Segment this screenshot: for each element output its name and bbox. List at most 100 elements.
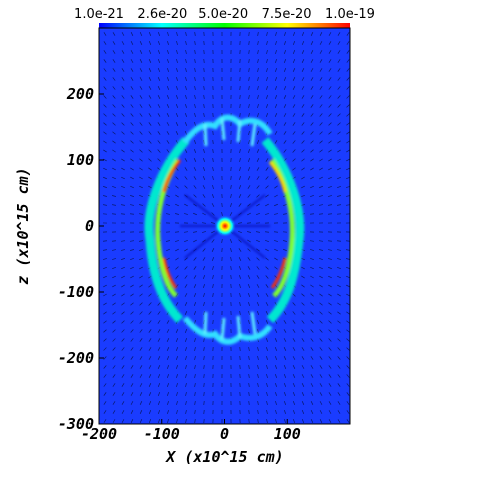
velocity-vector [337, 275, 341, 279]
velocity-vector [345, 204, 350, 206]
velocity-vector [328, 104, 332, 108]
velocity-vector [247, 212, 251, 216]
velocity-vector [274, 329, 278, 333]
velocity-vector [257, 103, 259, 109]
velocity-vector [292, 59, 296, 63]
velocity-vector [257, 382, 259, 388]
velocity-vector [346, 176, 350, 180]
velocity-vector [139, 347, 143, 351]
velocity-vector [310, 50, 314, 54]
velocity-vector [212, 265, 214, 271]
velocity-vector [193, 203, 197, 207]
velocity-vector [212, 175, 214, 181]
velocity-vector [112, 419, 116, 423]
velocity-vector [148, 50, 152, 54]
velocity-vector [166, 365, 170, 369]
velocity-vector [256, 130, 260, 136]
x-axis-ticks: -200 -100 0 100 [81, 419, 301, 443]
velocity-vector [157, 50, 161, 54]
velocity-vector [337, 41, 341, 45]
velocity-vector [257, 391, 259, 397]
velocity-vector [130, 77, 134, 81]
velocity-vector [103, 401, 107, 405]
velocity-vector [283, 95, 287, 99]
velocity-vector [121, 167, 125, 171]
velocity-vector [112, 365, 116, 369]
velocity-vector [194, 103, 196, 109]
velocity-vector [148, 302, 152, 306]
velocity-vector [257, 400, 259, 406]
velocity-vector [327, 195, 333, 197]
velocity-vector [112, 329, 116, 333]
velocity-vector [211, 194, 215, 198]
velocity-vector [139, 122, 143, 126]
velocity-vector [292, 113, 296, 117]
velocity-vector [265, 194, 269, 198]
velocity-vector [148, 122, 152, 126]
velocity-vector [310, 257, 314, 261]
velocity-vector [184, 302, 188, 306]
velocity-vector [275, 400, 277, 406]
velocity-vector [328, 392, 332, 396]
velocity-vector [346, 167, 350, 171]
velocity-vector [157, 113, 161, 117]
velocity-vector [247, 239, 251, 243]
velocity-vector [203, 103, 205, 109]
velocity-vector [265, 248, 269, 252]
velocity-vector [248, 364, 250, 370]
velocity-vector [275, 49, 277, 55]
velocity-vector [130, 365, 134, 369]
velocity-vector [247, 158, 251, 162]
velocity-vector [256, 302, 260, 306]
velocity-vector [336, 258, 342, 260]
velocity-vector [103, 410, 107, 414]
velocity-vector [148, 293, 152, 297]
velocity-vector [166, 374, 170, 378]
velocity-vector [202, 166, 206, 172]
velocity-vector [264, 240, 270, 242]
velocity-vector [139, 131, 143, 135]
velocity-vector [211, 248, 215, 252]
velocity-vector [319, 41, 323, 45]
velocity-vector [337, 176, 341, 180]
velocity-vector [265, 266, 269, 270]
velocity-vector [336, 204, 342, 206]
velocity-vector [265, 185, 269, 189]
velocity-vector [319, 266, 323, 270]
velocity-vector [248, 31, 250, 37]
velocity-vector [175, 266, 179, 270]
velocity-vector [175, 257, 179, 261]
velocity-vector [148, 329, 152, 333]
velocity-vector [139, 329, 143, 333]
velocity-vector [139, 365, 143, 369]
velocity-vector [121, 329, 125, 333]
velocity-vector [193, 194, 197, 198]
velocity-vector [212, 157, 214, 163]
velocity-vector [175, 122, 179, 126]
velocity-vector [194, 409, 196, 415]
velocity-vector [257, 85, 259, 91]
velocity-vector [319, 140, 323, 144]
velocity-vector [139, 275, 143, 279]
velocity-vector [337, 311, 341, 315]
velocity-vector [309, 213, 315, 215]
velocity-vector [121, 266, 125, 270]
velocity-vector [337, 50, 341, 54]
upper-cap [182, 114, 273, 144]
velocity-vector [185, 112, 187, 118]
velocity-vector [239, 112, 241, 118]
velocity-vector [283, 68, 287, 72]
velocity-vector [319, 68, 323, 72]
velocity-vector [184, 131, 188, 135]
velocity-vector [139, 257, 143, 261]
velocity-vector [248, 58, 250, 64]
velocity-vector [328, 266, 332, 270]
velocity-vector [148, 167, 152, 171]
velocity-vector [292, 122, 296, 126]
velocity-vector [256, 275, 260, 279]
left-shell-peak-lower [162, 257, 178, 289]
velocity-vector [346, 68, 350, 72]
velocity-vector [283, 391, 287, 397]
velocity-vector [346, 311, 350, 315]
colorbar-tick-label: 5.0e-20 [198, 7, 248, 22]
